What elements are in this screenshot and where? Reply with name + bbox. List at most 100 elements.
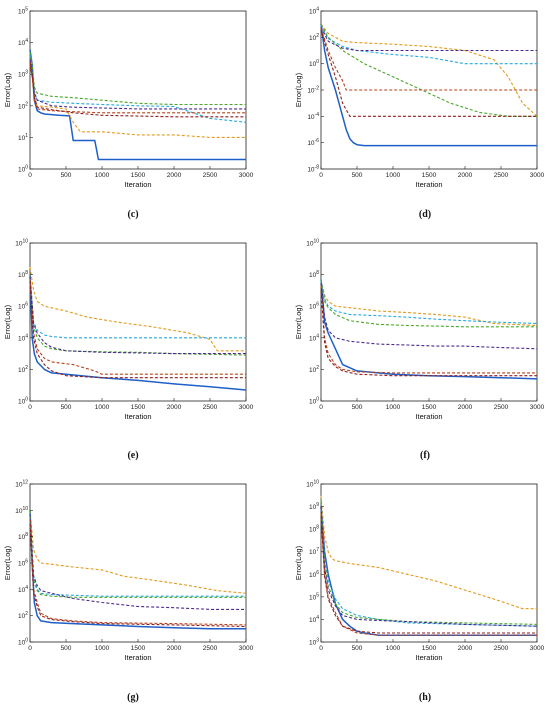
series-line-cyan [320, 25, 537, 65]
plot-area [320, 483, 538, 643]
y-tick-label: 1012 [15, 480, 28, 489]
y-tick-label: 107 [309, 547, 319, 556]
x-tick-label: 2500 [494, 404, 509, 411]
y-tick-label: 104 [18, 38, 28, 47]
x-axis-label: Iteration [124, 412, 151, 421]
x-tick-label: 3000 [239, 404, 254, 411]
x-tick-label: 2500 [494, 645, 509, 652]
y-tick-label: 102 [18, 101, 28, 110]
y-tick-label: 1010 [306, 480, 319, 489]
x-tick-label: 1500 [422, 404, 437, 411]
series-line-darkred [29, 280, 246, 379]
series-line-green [320, 23, 537, 117]
x-tick-label: 1000 [95, 404, 110, 411]
series-line-brown [29, 519, 247, 626]
x-tick-label: 1500 [131, 645, 146, 652]
x-axis-label: Iteration [415, 180, 442, 189]
series-line-green [29, 52, 246, 106]
x-tick-label: 0 [319, 645, 323, 652]
y-tick-label: 102 [309, 365, 319, 374]
plot-area [29, 10, 247, 170]
series-line-green [320, 499, 538, 625]
series-line-green [29, 510, 246, 598]
y-axis-label: Error(Log) [3, 304, 12, 339]
x-tick-label: 0 [28, 172, 32, 179]
x-tick-label: 500 [352, 172, 363, 179]
series-line-cyan [29, 55, 247, 123]
y-axis-label: Error(Log) [3, 72, 12, 107]
x-axis-label: Iteration [415, 412, 442, 421]
x-tick-label: 500 [61, 645, 72, 652]
y-tick-label: 108 [309, 525, 319, 534]
y-tick-label: 103 [18, 70, 28, 79]
x-axis-label: Iteration [124, 180, 151, 189]
y-tick-label: 10-2 [307, 86, 319, 95]
series-line-darkred [320, 29, 537, 117]
x-tick-label: 0 [319, 404, 323, 411]
series-line-brown [320, 285, 537, 374]
panel-label: (e) [127, 450, 138, 461]
x-axis-label: Iteration [415, 653, 442, 662]
x-tick-label: 2000 [458, 404, 473, 411]
y-tick-label: 100 [18, 638, 28, 647]
y-tick-label: 104 [309, 615, 319, 624]
x-tick-label: 500 [352, 645, 363, 652]
y-tick-label: 1010 [15, 239, 28, 248]
series-line-blue [29, 274, 247, 391]
x-axis-label: Iteration [124, 653, 151, 662]
y-tick-label: 104 [309, 333, 319, 342]
series-line-cyan [320, 499, 538, 627]
x-tick-label: 2000 [458, 645, 473, 652]
series-line-orange [320, 23, 538, 117]
x-tick-label: 1000 [386, 404, 401, 411]
y-tick-label: 10-6 [307, 138, 319, 147]
y-tick-label: 106 [18, 559, 28, 568]
y-tick-label: 108 [18, 532, 28, 541]
series-line-orange [29, 267, 246, 352]
chart-panel: 0 500 1000 1500 2000 2500 3000 100 102 104 106 108 1… [3, 239, 254, 462]
series-line-darkred [320, 290, 537, 377]
y-tick-label: 106 [18, 302, 28, 311]
panel-label: (f) [420, 450, 430, 461]
y-tick-label: 100 [309, 59, 319, 68]
chart-panel: 0 500 1000 1500 2000 2500 3000 100 102 104 106 108 1… [294, 239, 545, 462]
y-tick-label: 106 [309, 570, 319, 579]
series-line-purple [320, 26, 537, 52]
panel-label: (c) [127, 209, 138, 220]
plot-area [29, 483, 247, 643]
series-line-darkred [29, 61, 246, 118]
x-tick-label: 2000 [167, 172, 182, 179]
x-tick-label: 500 [61, 172, 72, 179]
y-tick-label: 105 [18, 7, 28, 16]
chart-panel: 0 500 1000 1500 2000 2500 3000 10-8 10-6 10-4 10-2… [294, 7, 545, 221]
y-tick-label: 102 [309, 33, 319, 42]
x-tick-label: 3000 [530, 645, 545, 652]
y-tick-label: 102 [18, 365, 28, 374]
y-tick-label: 10-4 [307, 112, 319, 121]
y-tick-label: 100 [18, 397, 28, 406]
series-line-green [320, 280, 537, 328]
x-tick-label: 1000 [95, 172, 110, 179]
y-tick-label: 106 [309, 302, 319, 311]
series-line-brown [320, 513, 537, 636]
y-tick-label: 100 [309, 397, 319, 406]
chart-panel: 0 500 1000 1500 2000 2500 3000 100 101 102 103 104 1… [3, 7, 254, 221]
x-tick-label: 2500 [494, 172, 509, 179]
series-line-cyan [320, 279, 538, 325]
y-tick-label: 108 [309, 270, 319, 279]
y-axis-label: Error(Log) [3, 545, 12, 580]
x-tick-label: 0 [28, 404, 32, 411]
series-line-purple [320, 282, 538, 350]
x-tick-label: 1500 [422, 645, 437, 652]
chart-panel: 0 500 1000 1500 2000 2500 3000 103 104 105 106 107 1… [294, 480, 545, 704]
y-tick-label: 103 [309, 638, 319, 647]
x-tick-label: 3000 [239, 172, 254, 179]
y-tick-label: 105 [309, 592, 319, 601]
x-tick-label: 3000 [530, 172, 545, 179]
y-tick-label: 104 [18, 585, 28, 594]
series-line-green [29, 274, 247, 356]
series-line-orange [320, 495, 537, 610]
x-tick-label: 500 [61, 404, 72, 411]
x-tick-label: 1000 [95, 645, 110, 652]
